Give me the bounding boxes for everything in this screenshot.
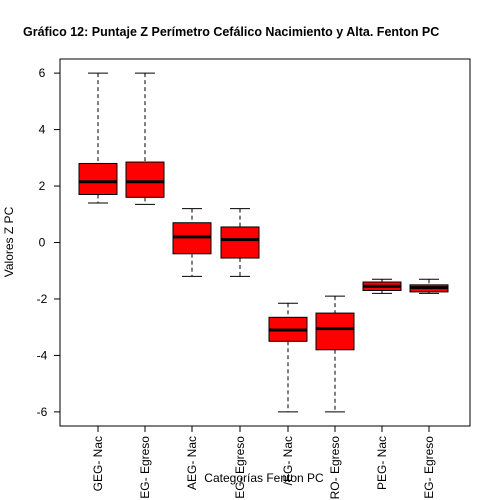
x-tick-label: AEG- Nac [185,436,199,490]
y-tick-label: -6 [37,405,48,419]
iqr-box [220,226,260,259]
chart-title: Gráfico 12: Puntaje Z Perímetro Cefálico… [23,25,439,39]
plot-frame [59,58,471,427]
x-tick-label: /EG- Nac [281,436,295,485]
box-4 [220,208,260,277]
box-series [78,72,449,413]
y-tick-label: 4 [39,123,46,137]
box-3 [172,208,212,277]
box-7 [362,278,402,294]
box-5 [268,302,308,413]
x-axis-label: Categorías Fenton PC [204,471,324,485]
x-axis: GEG- Nac EG- Egreso AEG- Nac EG- Egreso/EG-… [91,425,436,500]
x-tick-label: EG- Egreso [138,436,152,499]
y-tick-label: -2 [37,292,48,306]
y-axis: -6 -4 -2 0 2 4 6 [37,66,61,419]
x-tick-label: RO- Egreso [328,436,342,500]
y-tick-label: 0 [39,236,46,250]
x-tick-label: GEG- Nac [91,436,105,491]
iqr-box [125,161,165,198]
box-8 [409,278,449,294]
y-tick-label: 2 [39,179,46,193]
x-tick-label: PEG- Nac [375,436,389,490]
box-6 [315,295,355,413]
y-tick-label: -4 [37,348,48,362]
x-tick-label: EG- Egreso [233,436,247,499]
box-1 [78,72,118,204]
y-tick-label: 6 [39,66,46,80]
x-tick-label: EG- Egreso [422,436,436,499]
y-axis-label: Valores Z PC [2,206,16,277]
iqr-box [315,312,355,351]
iqr-box [78,162,118,196]
box-2 [125,72,165,205]
